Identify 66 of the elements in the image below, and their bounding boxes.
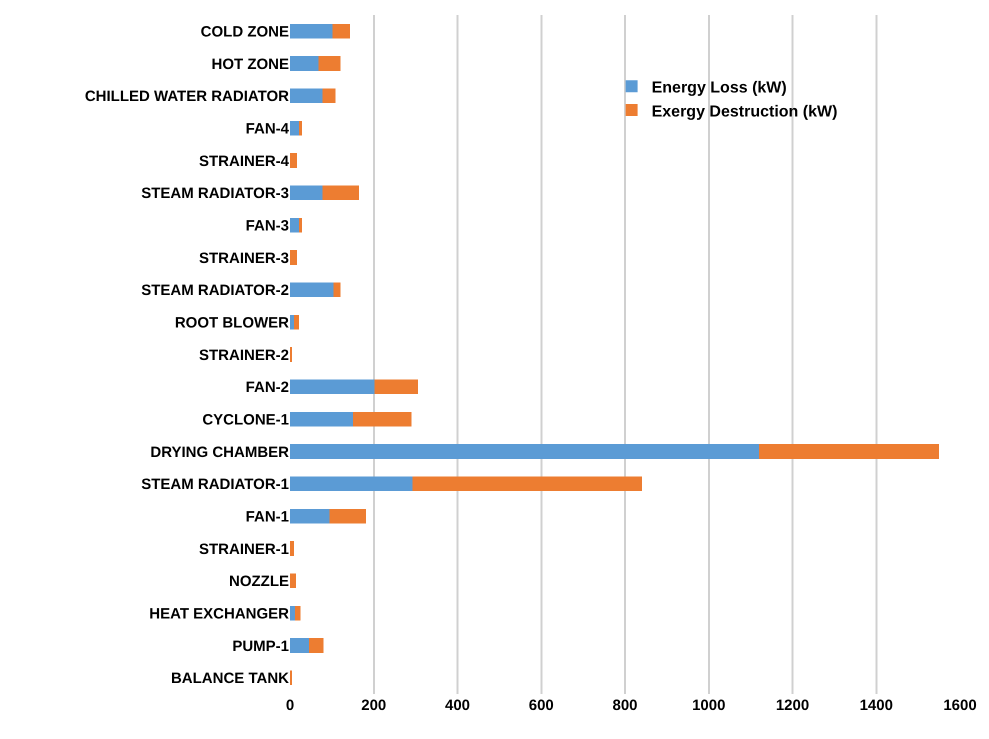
bar — [334, 282, 341, 298]
bar — [290, 24, 333, 38]
y-tick-label: DRYING CHAMBER — [150, 444, 290, 461]
bar — [332, 24, 350, 38]
bar — [329, 508, 366, 524]
bar — [290, 250, 298, 265]
y-tick-label: PUMP-1 — [232, 638, 289, 655]
y-tick-label: STRAINER-2 — [198, 346, 289, 364]
y-tick-label: FAN-2 — [246, 379, 289, 396]
y-tick-label: FAN-4 — [246, 120, 290, 138]
bar — [290, 508, 330, 524]
bar — [290, 186, 323, 200]
x-tick-label: 0 — [286, 697, 294, 714]
x-tick-label: 1400 — [860, 697, 893, 714]
y-tick-label: FAN-1 — [246, 508, 289, 526]
x-tick-label: 400 — [444, 697, 470, 714]
y-tick-label: FAN-3 — [246, 217, 289, 234]
x-tick-label: 200 — [361, 697, 386, 714]
y-tick-label: ROOT BLOWER — [174, 314, 290, 332]
bar — [353, 412, 412, 426]
y-tick-label: HOT ZONE — [212, 56, 289, 73]
bar — [290, 476, 413, 492]
bar — [290, 218, 300, 232]
bar — [308, 638, 324, 653]
bar — [294, 314, 300, 330]
x-tick-label: 600 — [528, 697, 554, 714]
y-tick-label: STEAM RADIATOR-1 — [141, 476, 289, 494]
bar — [374, 380, 418, 394]
bar — [290, 88, 323, 104]
bar — [290, 314, 294, 330]
bar — [299, 218, 302, 232]
x-tick-label: 1200 — [776, 697, 810, 714]
x-tick-label: 1600 — [943, 697, 977, 714]
y-tick-label: NOZZLE — [229, 573, 289, 590]
bar — [290, 541, 294, 556]
y-tick-label: CHILLED WATER RADIATOR — [84, 88, 290, 106]
bar — [322, 88, 336, 104]
bar — [290, 120, 300, 136]
bar — [290, 380, 375, 394]
legend-label: Exergy Destruction (kW) — [652, 103, 838, 120]
bar — [290, 412, 354, 426]
y-tick-label: STRAINER-4 — [198, 152, 290, 170]
bar — [290, 606, 296, 620]
y-tick-label: STRAINER-1 — [198, 540, 289, 558]
bar — [290, 638, 309, 653]
y-tick-label: STEAM RADIATOR-2 — [141, 282, 289, 300]
bar — [318, 56, 341, 71]
bar — [290, 444, 759, 459]
bar — [322, 186, 360, 200]
x-tick-label: 800 — [612, 697, 638, 714]
bar — [299, 120, 302, 136]
bar — [290, 574, 296, 588]
bar — [759, 444, 940, 459]
bar — [412, 476, 642, 492]
bar — [290, 56, 318, 71]
bar — [295, 606, 300, 620]
bar — [290, 282, 334, 298]
y-tick-label: CYCLONE-1 — [202, 411, 289, 428]
y-tick-label: BALANCE TANK — [170, 670, 290, 688]
y-tick-label: STEAM RADIATOR-3 — [141, 185, 289, 202]
legend-label: Energy Loss (kW) — [652, 79, 787, 96]
y-tick-label: COLD ZONE — [200, 23, 289, 40]
y-tick-label: STRAINER-3 — [198, 250, 289, 267]
y-tick-label: HEAT EXCHANGER — [149, 605, 290, 622]
x-tick-label: 1000 — [692, 697, 726, 714]
bar — [290, 153, 298, 168]
